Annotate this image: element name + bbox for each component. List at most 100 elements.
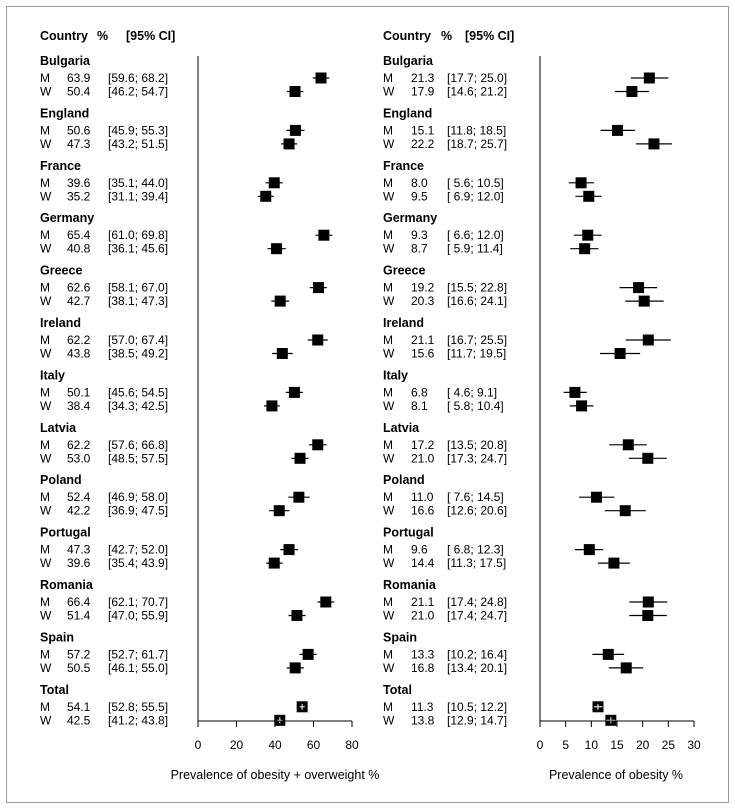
point-estimate-marker <box>260 190 272 202</box>
point-estimate-marker <box>642 596 654 608</box>
point-estimate-marker <box>569 386 581 398</box>
sex-label: M <box>40 438 50 452</box>
ci-label: [31.1; 39.4] <box>108 189 168 203</box>
estimate-label: 50.6 <box>67 123 91 137</box>
sex-label: W <box>40 85 52 99</box>
point-estimate-marker <box>291 610 303 621</box>
point-estimate-marker <box>614 348 626 359</box>
estimate-label: 17.2 <box>411 438 435 452</box>
point-estimate-marker <box>288 386 300 398</box>
sex-label: W <box>383 189 395 203</box>
country-label: Poland <box>40 473 82 487</box>
ci-label: [38.1; 47.3] <box>108 294 168 308</box>
country-label: Italy <box>40 368 65 382</box>
ci-label: [61.0; 69.8] <box>108 228 168 242</box>
country-label: Ireland <box>40 316 81 330</box>
estimate-label: 13.3 <box>411 647 435 661</box>
point-estimate-marker <box>626 86 638 97</box>
ci-label: [18.7; 25.7] <box>447 137 507 151</box>
x-axis-title: Prevalence of obesity % <box>549 768 683 782</box>
point-estimate-marker <box>276 348 288 359</box>
point-estimate-marker <box>608 557 620 569</box>
estimate-label: 21.0 <box>411 451 435 465</box>
estimate-label: 42.2 <box>67 504 91 518</box>
estimate-label: 16.8 <box>411 661 435 675</box>
point-estimate-marker <box>268 177 280 189</box>
sex-label: W <box>40 713 52 727</box>
sex-label: W <box>40 451 52 465</box>
sex-label: W <box>383 294 395 308</box>
ci-label: [34.3; 42.5] <box>108 399 168 413</box>
sex-label: M <box>383 543 393 557</box>
estimate-label: 17.9 <box>411 85 435 99</box>
sex-label: M <box>40 490 50 504</box>
country-label: Romania <box>40 578 94 592</box>
sex-label: W <box>40 294 52 308</box>
ci-label: [46.2; 54.7] <box>108 85 168 99</box>
sex-label: W <box>383 713 395 727</box>
point-estimate-marker <box>619 505 631 517</box>
sex-label: M <box>40 385 50 399</box>
country-label: England <box>40 106 89 120</box>
ci-label: [35.4; 43.9] <box>108 556 168 570</box>
point-estimate-marker <box>648 138 660 150</box>
country-label: Total <box>383 683 412 697</box>
country-label: Germany <box>40 211 94 225</box>
country-label: Greece <box>40 264 82 278</box>
sex-label: W <box>40 137 52 151</box>
country-label: England <box>383 106 432 120</box>
sex-label: W <box>383 85 395 99</box>
country-label: Poland <box>383 473 425 487</box>
point-estimate-marker <box>643 72 655 84</box>
estimate-label: 66.4 <box>67 595 91 609</box>
sex-label: M <box>40 700 50 714</box>
ci-label: [52.8; 55.5] <box>108 700 168 714</box>
ci-label: [45.9; 55.3] <box>108 123 168 137</box>
estimate-label: 62.2 <box>67 438 91 452</box>
sex-label: W <box>40 242 52 256</box>
estimate-label: 62.6 <box>67 281 91 295</box>
ci-label: [36.9; 47.5] <box>108 504 168 518</box>
ci-label: [13.4; 20.1] <box>447 661 507 675</box>
sex-label: W <box>40 504 52 518</box>
estimate-label: 50.5 <box>67 661 91 675</box>
estimate-label: 19.2 <box>411 281 435 295</box>
estimate-label: 43.8 <box>67 347 91 361</box>
estimate-label: 62.2 <box>67 333 91 347</box>
estimate-label: 54.1 <box>67 700 91 714</box>
ci-label: [42.7; 52.0] <box>108 543 168 557</box>
sex-label: M <box>40 595 50 609</box>
ci-label: [11.8; 18.5] <box>447 123 506 137</box>
estimate-label: 51.4 <box>67 609 91 623</box>
sex-label: M <box>40 71 50 85</box>
sex-label: M <box>383 438 393 452</box>
x-tick-label: 0 <box>537 738 544 752</box>
ci-label: [46.1; 55.0] <box>108 661 168 675</box>
estimate-label: 40.8 <box>67 242 91 256</box>
ci-label: [59.6; 68.2] <box>108 71 168 85</box>
sex-label: M <box>383 228 393 242</box>
point-estimate-marker <box>638 295 650 307</box>
sex-label: W <box>383 504 395 518</box>
estimate-label: 47.3 <box>67 137 91 151</box>
country-label: France <box>40 159 81 173</box>
sex-label: M <box>40 281 50 295</box>
x-axis-title: Prevalence of obesity + overweight % <box>171 768 380 782</box>
country-label: Bulgaria <box>40 54 91 68</box>
ci-label: [17.4; 24.8] <box>447 595 507 609</box>
point-estimate-marker <box>268 557 280 569</box>
point-estimate-marker <box>312 334 324 346</box>
country-label: Total <box>40 683 69 697</box>
estimate-label: 13.8 <box>411 713 435 727</box>
x-tick-label: 60 <box>307 738 321 752</box>
ci-label: [13.5; 20.8] <box>447 438 507 452</box>
x-tick-label: 5 <box>562 738 569 752</box>
country-label: Romania <box>383 578 437 592</box>
ci-label: [ 6.6; 12.0] <box>447 228 504 242</box>
sex-label: W <box>383 556 395 570</box>
estimate-label: 11.3 <box>411 700 434 714</box>
point-estimate-marker <box>583 544 595 556</box>
country-label: Italy <box>383 368 408 382</box>
x-tick-label: 80 <box>345 738 359 752</box>
ci-label: [ 5.6; 10.5] <box>447 176 504 190</box>
